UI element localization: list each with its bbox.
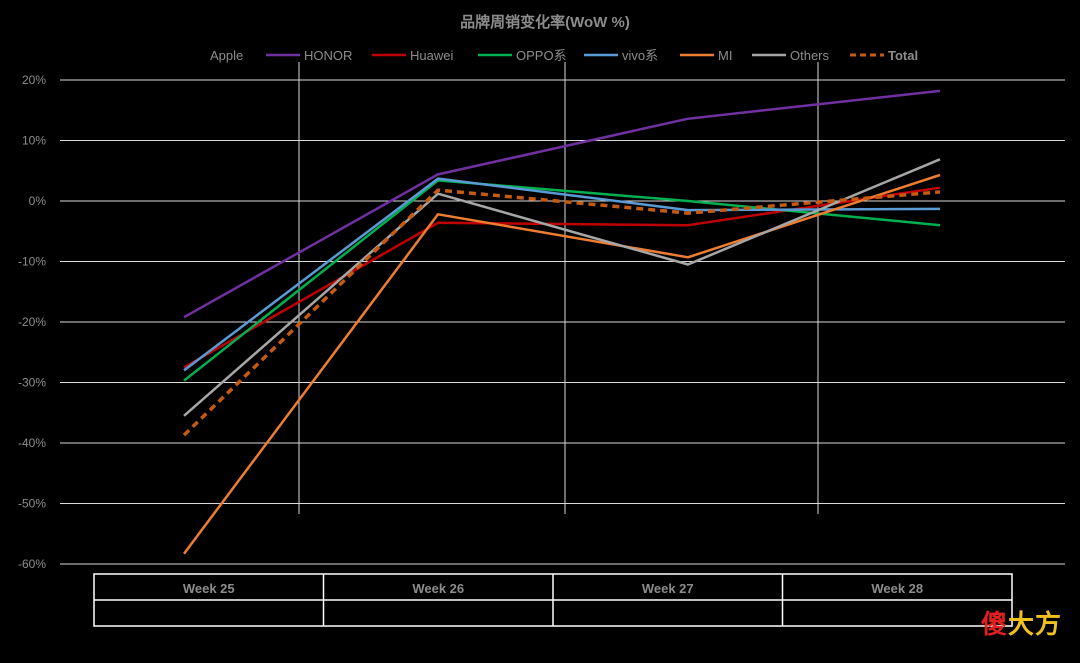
y-tick-label: -40% bbox=[18, 436, 46, 450]
legend-label: OPPO系 bbox=[516, 48, 567, 63]
y-tick-label: -30% bbox=[18, 376, 46, 390]
y-tick-label: -20% bbox=[18, 315, 46, 329]
legend-label: vivo系 bbox=[622, 48, 658, 63]
series-lines bbox=[182, 89, 941, 555]
y-tick-label: -60% bbox=[18, 557, 46, 571]
legend-label: Huawei bbox=[410, 48, 453, 63]
watermark-logo: 傻大方 bbox=[981, 604, 1062, 641]
legend-item: Huawei bbox=[372, 48, 453, 63]
legend-label: HONOR bbox=[304, 48, 352, 63]
y-tick-label: -10% bbox=[18, 255, 46, 269]
legend-item: Apple bbox=[210, 48, 243, 63]
legend-item: vivo系 bbox=[584, 48, 658, 63]
legend-item: HONOR bbox=[266, 48, 352, 63]
legend-label: Apple bbox=[210, 48, 243, 63]
legend: Apple HONOR Huawei OPPO系 vivo系 MI Others Total bbox=[210, 48, 918, 63]
legend-item: Others bbox=[752, 48, 830, 63]
legend-label: Others bbox=[790, 48, 830, 63]
watermark-part1: 傻 bbox=[980, 610, 1008, 640]
y-tick-label: 0% bbox=[29, 194, 47, 208]
legend-item: OPPO系 bbox=[478, 48, 567, 63]
x-category-label: Week 25 bbox=[183, 581, 235, 596]
x-category-label: Week 26 bbox=[412, 581, 464, 596]
category-table: Week 25 Week 26 Week 27 Week 28 bbox=[93, 573, 1013, 627]
series-line-Others bbox=[183, 158, 941, 417]
series-line-vivo系 bbox=[183, 177, 941, 372]
legend-item: Total bbox=[850, 48, 918, 63]
y-axis: 20% 10% 0% -10% -20% -30% -40% -50% -60% bbox=[18, 73, 46, 571]
chart-title: 品牌周销变化率(WoW %) bbox=[460, 13, 630, 31]
legend-label: Total bbox=[888, 48, 918, 63]
watermark-part2: 大方 bbox=[1007, 610, 1062, 640]
legend-label: MI bbox=[718, 48, 732, 63]
series-line-HONOR bbox=[183, 89, 941, 319]
x-category-label: Week 28 bbox=[871, 581, 923, 596]
legend-item: MI bbox=[680, 48, 732, 63]
y-tick-label: -50% bbox=[18, 497, 46, 511]
series-line-Total bbox=[182, 188, 941, 437]
series-line-MI bbox=[182, 173, 941, 555]
series-line-Huawei bbox=[183, 186, 941, 369]
x-category-label: Week 27 bbox=[642, 581, 694, 596]
gridlines bbox=[60, 62, 1065, 565]
y-tick-label: 10% bbox=[22, 134, 46, 148]
y-tick-label: 20% bbox=[22, 73, 46, 87]
